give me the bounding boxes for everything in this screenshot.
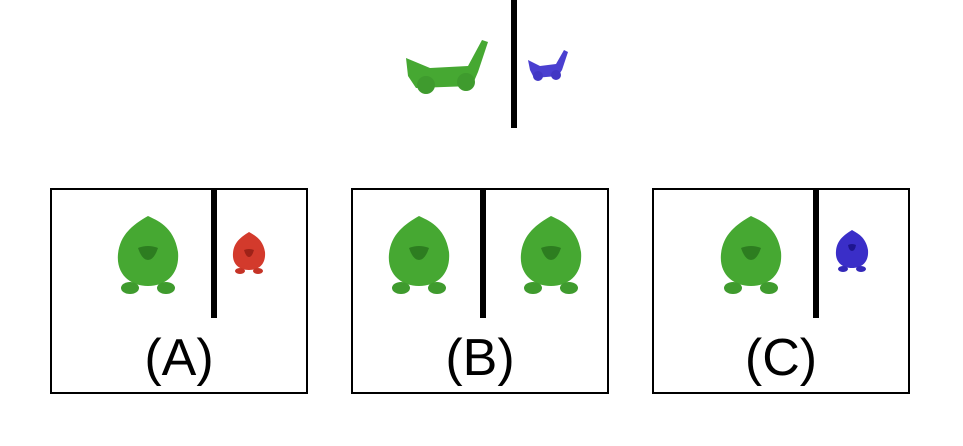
option-c-label: (C)	[744, 329, 818, 387]
green-blob-icon	[388, 216, 450, 294]
green-blob-icon	[117, 216, 179, 294]
green-blob-icon	[520, 216, 582, 294]
option-a[interactable]: (A)	[50, 188, 308, 394]
prompt-divider	[511, 0, 517, 128]
option-c-divider	[813, 190, 819, 318]
option-c[interactable]: (C)	[652, 188, 910, 394]
option-a-divider	[211, 190, 217, 318]
green-cart-icon	[406, 40, 488, 94]
red-blob-small-icon	[232, 232, 266, 274]
option-b[interactable]: (B)	[351, 188, 609, 394]
green-blob-icon	[720, 216, 782, 294]
option-b-divider	[480, 190, 486, 318]
option-a-label: (A)	[144, 329, 214, 387]
option-b-label: (B)	[445, 329, 515, 387]
blue-blob-small-icon	[835, 230, 869, 272]
blue-cart-icon	[528, 50, 568, 81]
